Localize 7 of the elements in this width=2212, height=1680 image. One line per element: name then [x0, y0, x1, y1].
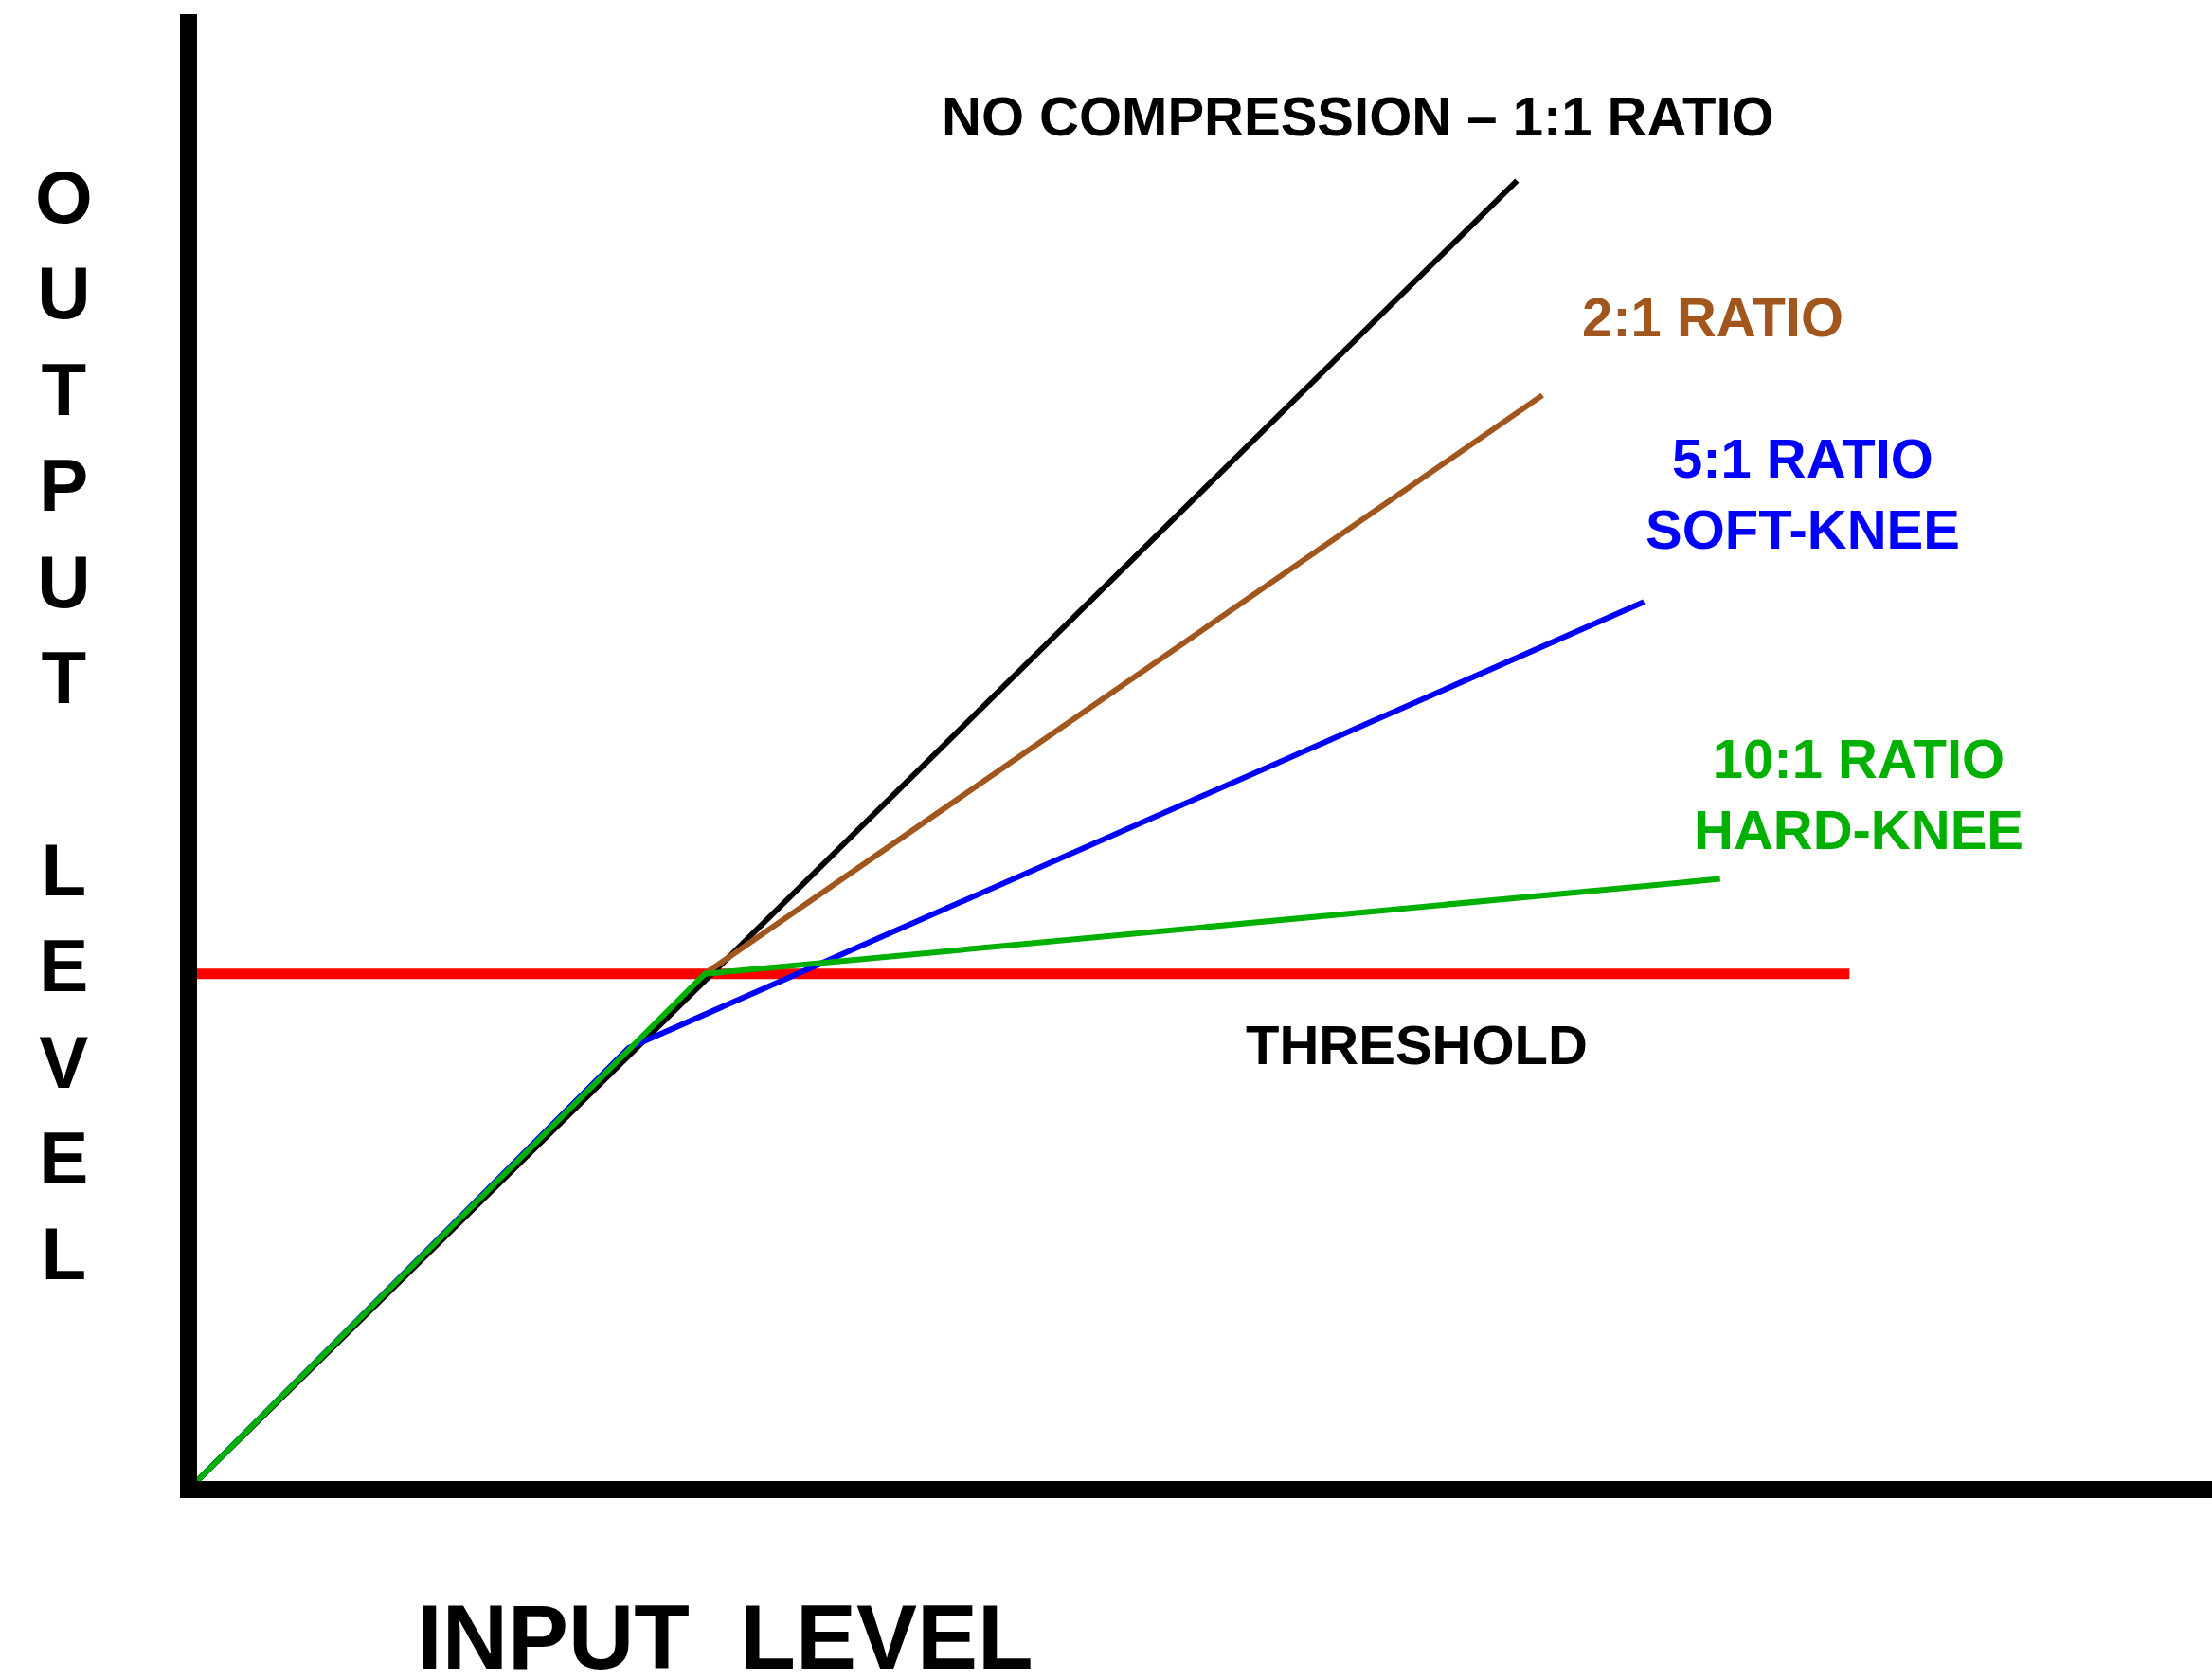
ref-line-label: THRESHOLD — [1246, 1014, 1588, 1075]
series-label: 2:1 RATIO — [1582, 286, 1844, 348]
text: NO COMPRESSION – 1:1 RATIO — [942, 85, 1774, 147]
series-label: 5:1 RATIO SOFT-KNEE — [1646, 427, 1960, 561]
text: OUTPUT LEVEL — [35, 155, 93, 1296]
series-label: 10:1 RATIO HARD-KNEE — [1694, 728, 2023, 861]
x-axis-title: INPUT LEVEL — [417, 1586, 1034, 1680]
